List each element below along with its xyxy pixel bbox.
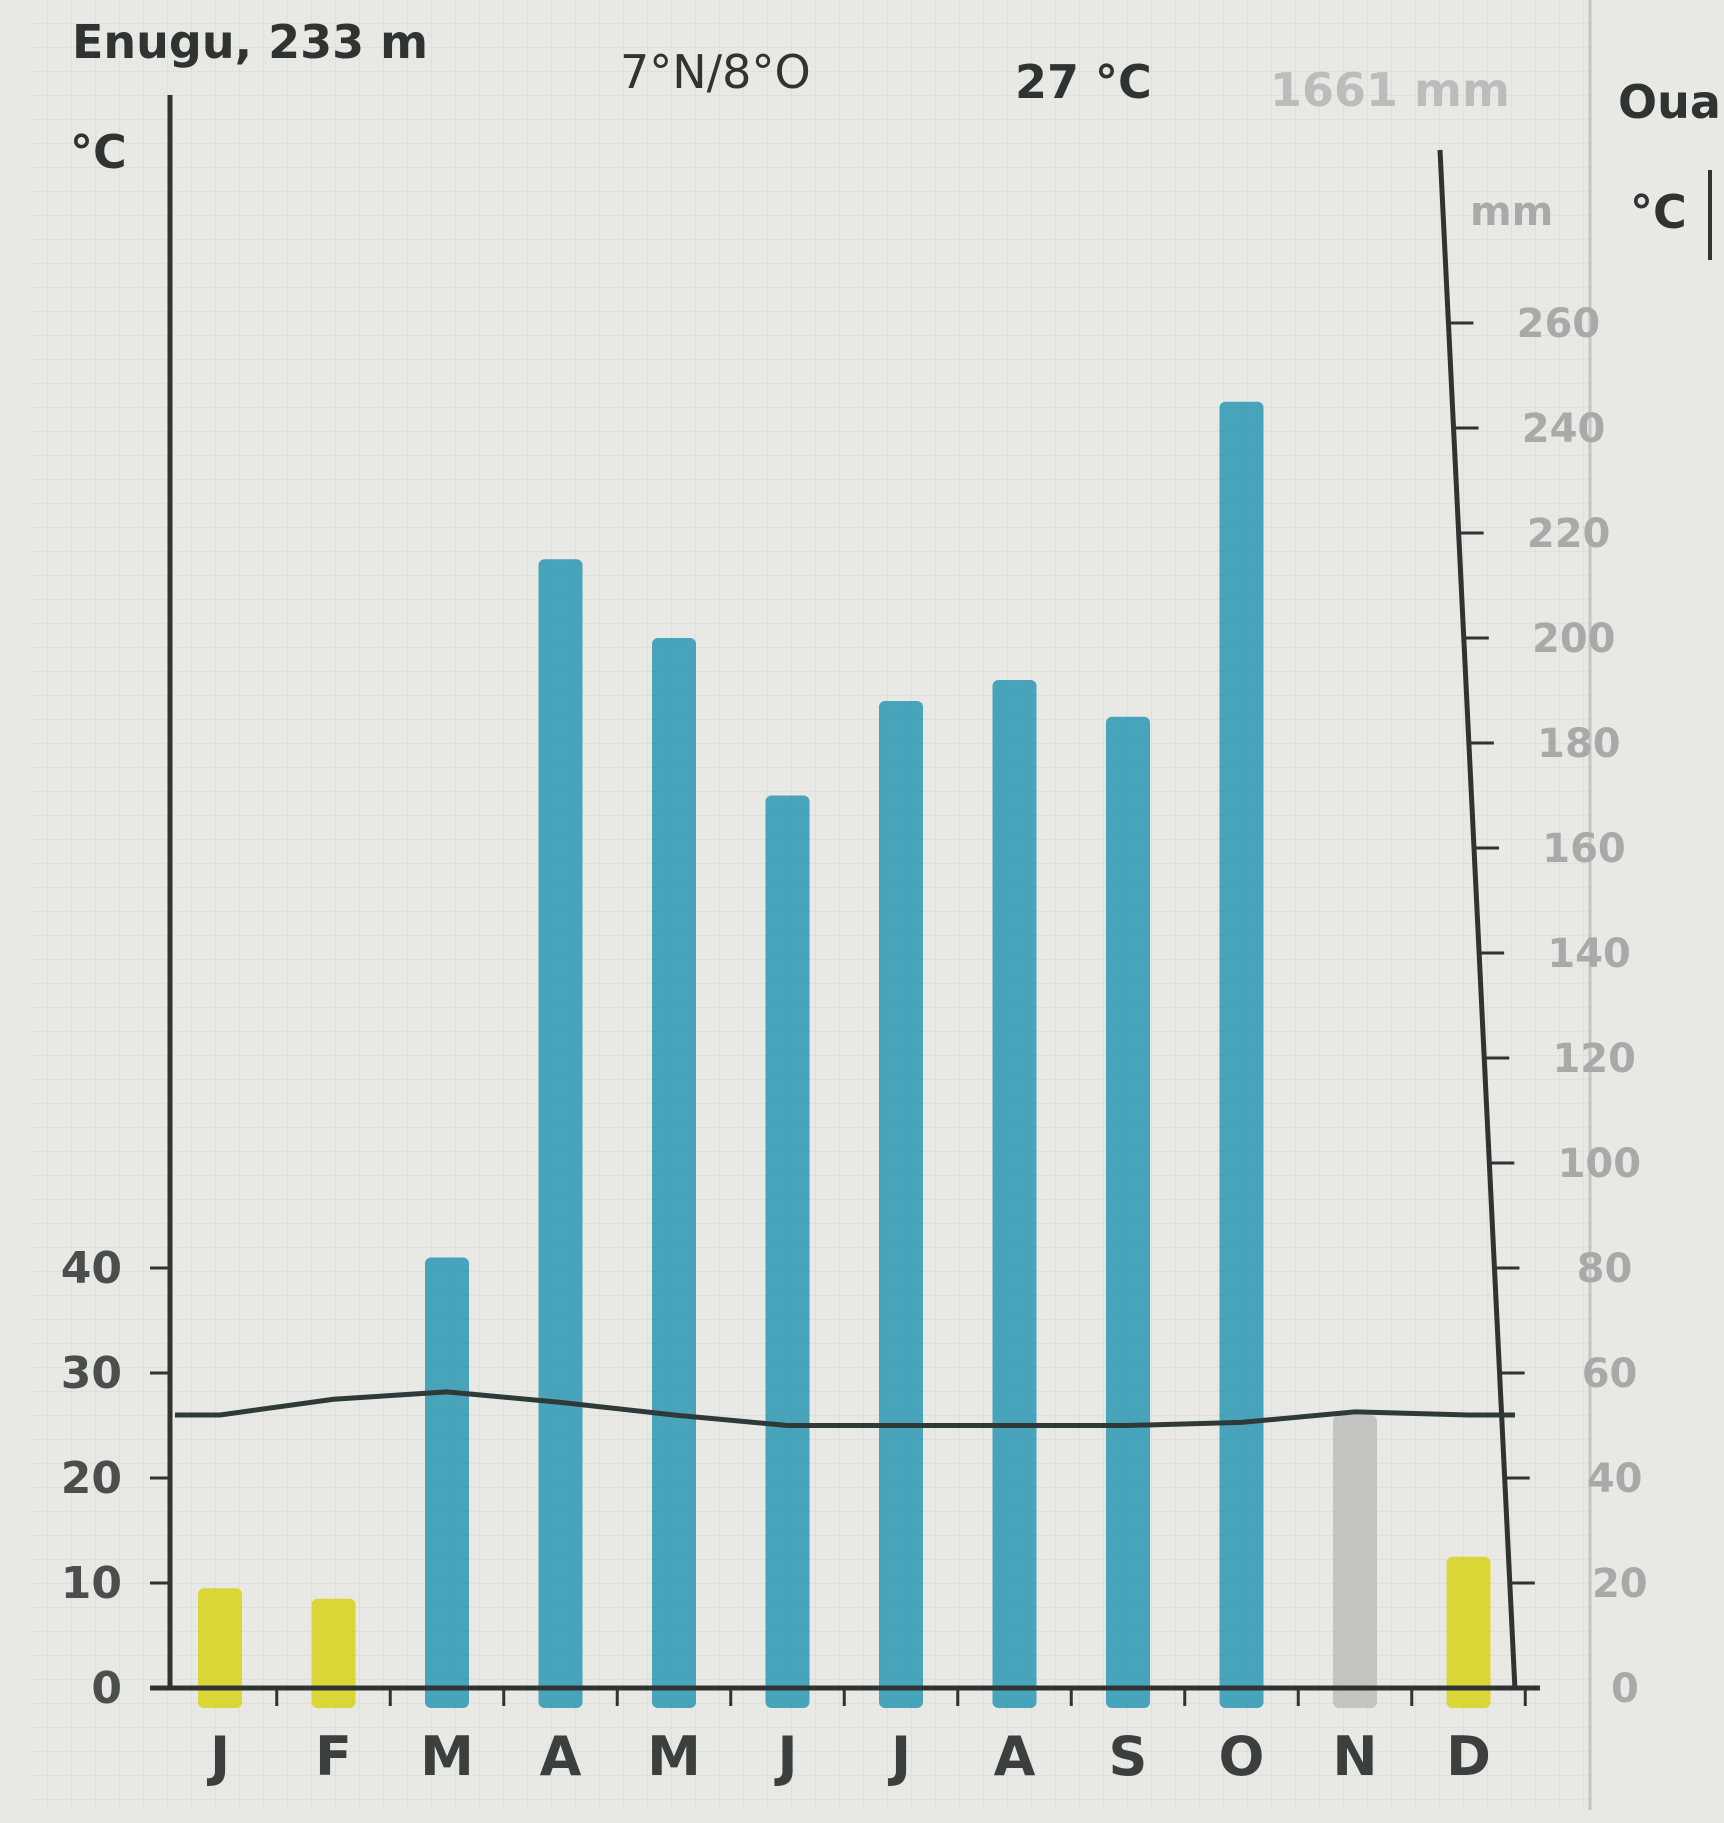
- precip-bar: [1446, 1556, 1491, 1708]
- annual-precipitation: 1661 mm: [1270, 63, 1510, 117]
- precip-bar: [425, 1257, 469, 1708]
- right-axis-label: mm: [1470, 189, 1553, 235]
- right-tick-label: 160: [1542, 826, 1626, 872]
- precip-bar: [879, 701, 923, 1708]
- month-label: A: [994, 1725, 1036, 1788]
- month-label: D: [1446, 1725, 1491, 1788]
- right-tick-label: 180: [1537, 721, 1621, 767]
- station-title: Enugu, 233 m: [72, 15, 428, 69]
- left-tick-label: 10: [61, 1558, 122, 1609]
- right-tick-label: 220: [1527, 511, 1611, 557]
- right-tick-label: 120: [1552, 1036, 1636, 1082]
- precip-bar: [1219, 401, 1264, 1708]
- month-label: N: [1332, 1725, 1377, 1788]
- mean-temperature: 27 °C: [1015, 55, 1152, 109]
- right-axis: [1437, 149, 1518, 1691]
- precip-bar: [311, 1598, 356, 1708]
- month-label: F: [315, 1725, 352, 1788]
- month-label: A: [540, 1725, 582, 1788]
- right-tick-label: 100: [1558, 1141, 1642, 1187]
- month-label: J: [887, 1725, 911, 1788]
- precip-bar: [652, 638, 696, 1708]
- month-label: O: [1219, 1725, 1265, 1788]
- left-tick-label: 20: [61, 1453, 122, 1504]
- precip-bar: [992, 680, 1037, 1708]
- month-label: S: [1109, 1725, 1148, 1788]
- precip-bar: [765, 795, 810, 1708]
- right-tick-label: 80: [1577, 1246, 1633, 1292]
- grid-background: [30, 0, 1590, 1810]
- month-label: M: [647, 1725, 701, 1788]
- precip-bar: [538, 559, 583, 1708]
- next-chart-unit: °C: [1630, 185, 1687, 239]
- temperature-line: [175, 1389, 1515, 1428]
- month-label: J: [773, 1725, 797, 1788]
- left-axis-label: °C: [70, 125, 127, 179]
- right-tick-label: 40: [1587, 1456, 1643, 1502]
- next-chart-title: Oua: [1618, 75, 1721, 129]
- month-label: J: [206, 1725, 230, 1788]
- precip-bar: [198, 1588, 242, 1708]
- right-tick-label: 20: [1592, 1561, 1648, 1607]
- left-tick-label: 0: [91, 1663, 122, 1714]
- left-tick-label: 30: [61, 1348, 122, 1399]
- month-label: M: [420, 1725, 474, 1788]
- right-tick-label: 0: [1611, 1666, 1639, 1712]
- right-tick-label: 60: [1582, 1351, 1638, 1397]
- right-tick-label: 260: [1517, 301, 1601, 347]
- right-tick-label: 140: [1547, 931, 1631, 977]
- right-tick-label: 240: [1522, 406, 1606, 452]
- left-tick-label: 40: [61, 1243, 122, 1294]
- coordinates: 7°N/8°O: [620, 45, 811, 99]
- precip-bar: [1106, 716, 1150, 1708]
- right-tick-label: 200: [1532, 616, 1616, 662]
- precip-bar: [1333, 1415, 1377, 1708]
